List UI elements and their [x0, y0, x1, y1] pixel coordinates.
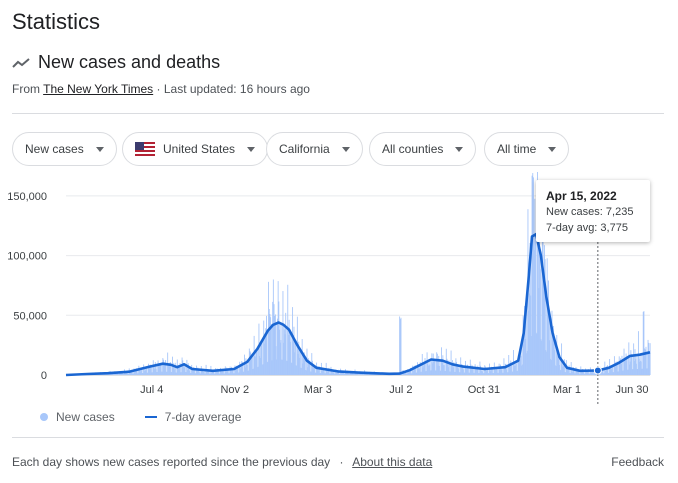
tooltip-avg: 7-day avg: 3,775	[546, 222, 628, 234]
legend-avg: 7-day average	[164, 410, 242, 424]
chevron-down-icon	[341, 146, 350, 152]
new-cases-bar	[399, 316, 401, 375]
y-tick-label: 0	[41, 370, 47, 382]
legend-new-cases: New cases	[56, 410, 115, 424]
legend-line-swatch	[144, 416, 157, 418]
x-tick-label: Jul 4	[140, 384, 163, 396]
footer-separator: ·	[339, 455, 344, 469]
footer-note: Each day shows new cases reported since …	[12, 455, 432, 469]
us-flag-icon	[135, 142, 155, 156]
x-tick-label: Oct 31	[468, 384, 500, 396]
avg-line	[65, 232, 651, 377]
legend-bar-swatch	[40, 413, 48, 421]
new-cases-bar	[649, 343, 651, 375]
tooltip-date: Apr 15, 2022	[546, 189, 617, 203]
x-tick-label: Jun 30	[615, 384, 648, 396]
x-tick-label: Mar 1	[553, 384, 581, 396]
about-data-link[interactable]: About this data	[352, 455, 433, 469]
chevron-down-icon	[247, 146, 256, 152]
chart-legend: New cases 7-day average	[40, 410, 241, 424]
cases-chart[interactable]: 0 50,000 100,000 150,000 Jul 4 Nov 2 Mar 3 Jul…	[0, 172, 678, 408]
trending-icon	[12, 57, 30, 68]
chevron-down-icon	[548, 146, 557, 152]
x-tick-label: Jul 2	[389, 384, 412, 396]
chevron-down-icon	[455, 146, 464, 152]
hover-point	[593, 366, 602, 375]
source-link[interactable]: The New York Times	[43, 82, 154, 96]
new-cases-bar	[399, 319, 401, 375]
filter-state-label: California	[279, 142, 330, 156]
filter-country-label: United States	[163, 142, 236, 156]
x-tick-label: Mar 3	[304, 384, 332, 396]
divider	[12, 113, 664, 114]
new-cases-bar	[642, 311, 644, 375]
avg-area	[66, 234, 650, 375]
filter-country[interactable]: United States	[122, 132, 269, 166]
y-tick-label: 50,000	[13, 310, 47, 322]
filter-county[interactable]: All counties	[369, 132, 477, 166]
filter-timerange-label: All time	[497, 142, 537, 156]
last-updated: · Last updated: 16 hours ago	[156, 82, 310, 96]
new-cases-bar	[643, 311, 645, 375]
chart-tooltip: Apr 15, 2022 New cases: 7,235 7-day avg:…	[536, 180, 650, 242]
footer-text: Each day shows new cases reported since …	[12, 455, 331, 469]
tooltip-new-cases: New cases: 7,235	[546, 206, 634, 218]
filter-metric-label: New cases	[25, 142, 84, 156]
chevron-down-icon	[95, 146, 104, 152]
filter-metric[interactable]: New cases	[12, 132, 117, 166]
feedback-link[interactable]: Feedback	[611, 455, 664, 469]
y-tick-label: 150,000	[7, 191, 47, 203]
filter-state[interactable]: California	[266, 132, 363, 166]
filter-timerange[interactable]: All time	[484, 132, 570, 166]
source-prefix: From	[12, 82, 40, 96]
y-tick-label: 100,000	[7, 251, 47, 263]
filter-county-label: All counties	[382, 142, 444, 156]
divider	[12, 437, 664, 438]
new-cases-bar	[637, 331, 639, 375]
section-title: New cases and deaths	[38, 52, 221, 72]
x-tick-label: Nov 2	[220, 384, 249, 396]
new-cases-bar	[400, 317, 402, 375]
section-header: New cases and deaths	[12, 52, 220, 73]
source-line: From The New York Times · Last updated: …	[12, 82, 310, 96]
page-title: Statistics	[12, 9, 101, 34]
